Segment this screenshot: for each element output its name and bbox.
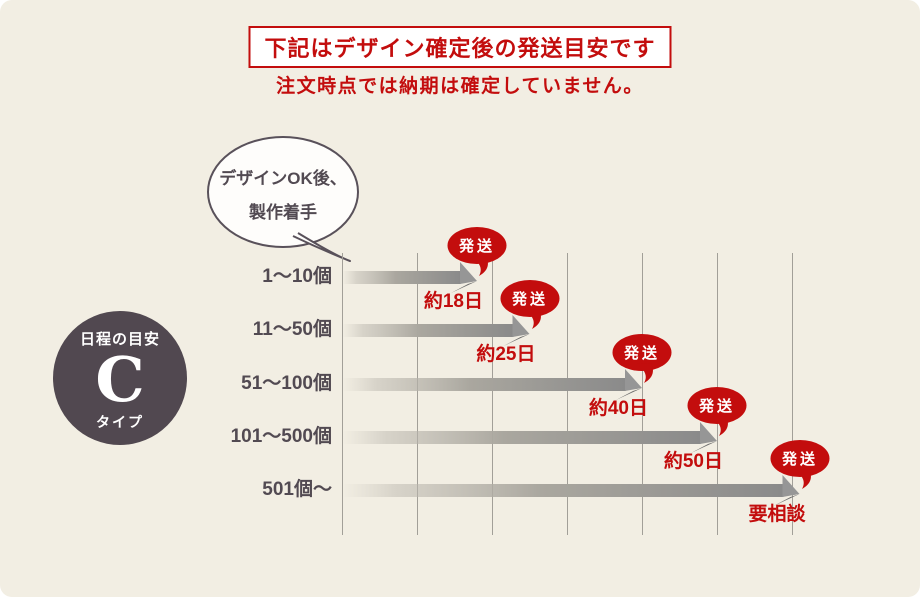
duration-label: 約18日 (423, 291, 483, 312)
gridline (492, 253, 493, 535)
shipping-balloon-tail (472, 256, 488, 276)
shipping-label: 発送 (510, 290, 547, 308)
quantity-label: 11〜50個 (252, 319, 332, 341)
duration-bar (342, 324, 514, 338)
gridline (342, 253, 343, 535)
duration-arrow (342, 262, 477, 293)
quantity-label: 51〜100個 (241, 372, 332, 394)
badge-bottom-label: タイプ (96, 414, 144, 430)
gridline (567, 253, 568, 535)
arrowhead-icon (782, 475, 800, 497)
badge-top-label: 日程の目安 (79, 331, 160, 348)
gridline (792, 253, 793, 535)
shipping-balloon-shape (612, 333, 672, 371)
arrowhead-icon (460, 262, 477, 284)
shipping-label: 発送 (458, 237, 495, 255)
duration-arrow (342, 368, 642, 400)
shipping-balloon-tail (712, 415, 728, 436)
arrowhead-icon (512, 315, 530, 338)
duration-bar (342, 484, 784, 497)
duration-label: 約40日 (588, 397, 648, 419)
design-ok-speech-bubble: デザインOK後、 製作着手 (207, 136, 359, 262)
shipping-balloon: 発送 (447, 227, 507, 276)
duration-label: 要相談 (748, 504, 806, 525)
title-box: 下記はデザイン確定後の発送目安です (248, 26, 672, 68)
speech-bubble-tail (292, 232, 351, 262)
duration-arrow (342, 475, 800, 506)
subtitle: 注文時点では納期は確定していません。 (276, 76, 644, 97)
shipping-label: 発送 (698, 397, 735, 415)
gridline (417, 253, 418, 535)
shipping-balloon-shape (500, 280, 559, 318)
duration-label: 約50日 (663, 450, 723, 472)
shipping-balloon-tail (794, 469, 811, 489)
speech-bubble-shape (207, 136, 359, 248)
schedule-type-badge: 日程の目安 C タイプ (53, 311, 187, 445)
shipping-balloon-shape (770, 440, 829, 477)
duration-bar (342, 377, 626, 391)
arrowhead-flap (503, 334, 530, 347)
shipping-balloon-shape (447, 227, 507, 264)
shipping-label: 発送 (623, 344, 660, 362)
shipping-balloon: 発送 (770, 440, 829, 489)
arrowhead-icon (700, 421, 717, 444)
arrowhead-flap (616, 387, 642, 400)
speech-bubble-line1: デザインOK後、 (219, 168, 347, 188)
shipping-balloon-tail (637, 362, 653, 383)
quantity-label: 1〜10個 (262, 266, 332, 287)
shipping-balloon: 発送 (612, 333, 672, 383)
speech-bubble-line2: 製作着手 (248, 202, 317, 222)
page-title: 下記はデザイン確定後の発送目安です (264, 36, 656, 61)
arrowhead-icon (625, 368, 642, 391)
arrowhead-flap (773, 494, 800, 506)
arrowhead-flap (451, 281, 477, 293)
shipping-balloon: 発送 (687, 386, 747, 436)
shipping-balloon-tail (524, 309, 541, 330)
duration-arrow (342, 421, 717, 453)
duration-bar (342, 271, 461, 284)
quantity-label: 501個〜 (262, 479, 332, 500)
gridline (642, 253, 643, 535)
shipping-balloon-shape (687, 386, 747, 424)
duration-bar (342, 430, 701, 444)
badge-type-letter: C (95, 343, 145, 416)
arrowhead-flap (691, 440, 717, 453)
quantity-label: 101〜500個 (230, 425, 332, 447)
duration-label: 約25日 (476, 344, 536, 366)
shipping-label: 発送 (780, 450, 817, 468)
duration-arrow (342, 315, 530, 347)
shipping-balloon: 発送 (500, 280, 559, 330)
